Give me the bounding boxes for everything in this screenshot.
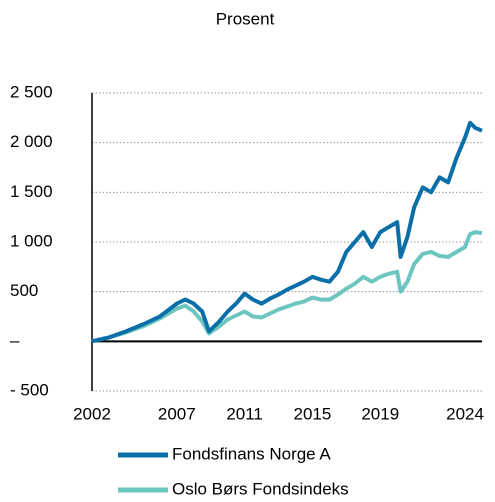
x-tick-label: 2002 <box>73 404 111 423</box>
x-tick-label: 2024 <box>446 404 484 423</box>
chart-title: Prosent <box>216 9 275 28</box>
y-tick-label: – <box>10 331 20 350</box>
x-tick-label: 2015 <box>294 404 332 423</box>
y-tick-label: 2 000 <box>10 132 53 151</box>
legend-label: Fondsfinans Norge A <box>172 444 331 463</box>
y-tick-label: 2 500 <box>10 82 53 101</box>
y-tick-label: 1 000 <box>10 231 53 250</box>
y-tick-label: 500 <box>10 281 38 300</box>
legend-label: Oslo Børs Fondsindeks <box>172 479 349 497</box>
y-tick-label: - 500 <box>10 380 49 399</box>
x-tick-label: 2011 <box>226 404 263 423</box>
series-line <box>91 230 483 344</box>
series-line <box>91 120 483 344</box>
y-tick-label: 1 500 <box>10 182 53 201</box>
x-tick-label: 2019 <box>361 404 399 423</box>
x-tick-label: 2007 <box>158 404 196 423</box>
